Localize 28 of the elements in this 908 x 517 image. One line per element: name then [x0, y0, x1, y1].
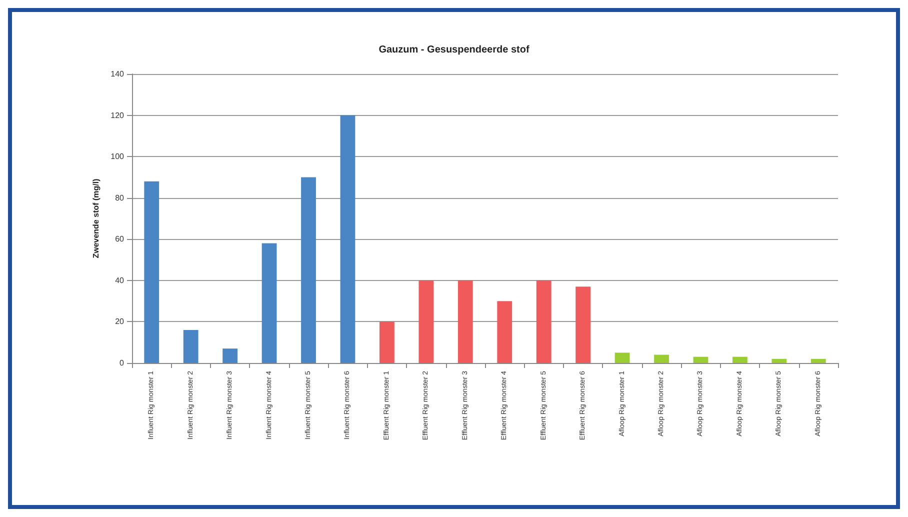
y-tick-label: 40	[115, 276, 125, 285]
y-tick-label: 20	[115, 317, 125, 326]
y-tick-label: 80	[115, 193, 125, 202]
y-tick-label: 0	[120, 358, 125, 368]
bar	[810, 358, 826, 363]
y-tick-label: 120	[110, 110, 125, 120]
y-tick-label: 100	[110, 152, 125, 162]
bar	[536, 280, 552, 363]
y-axis-title: Zwevende stof (mg/l)	[91, 178, 100, 258]
y-tick-label: 60	[115, 234, 125, 244]
bar	[497, 301, 512, 363]
bar	[340, 115, 356, 363]
bar	[576, 286, 591, 363]
bar	[654, 354, 669, 363]
bar	[183, 330, 198, 363]
bar	[458, 280, 473, 363]
bar	[144, 181, 160, 363]
bar	[732, 356, 748, 363]
bar	[614, 352, 630, 363]
y-tick-label: 140	[110, 70, 125, 78]
bar	[772, 358, 787, 363]
chart-title: Gauzum - Gesuspendeerde stof	[378, 44, 530, 56]
bar	[379, 322, 394, 363]
bar	[301, 177, 316, 363]
bar	[693, 356, 708, 363]
bar	[418, 280, 434, 363]
bar	[262, 243, 277, 363]
bar	[222, 348, 238, 363]
